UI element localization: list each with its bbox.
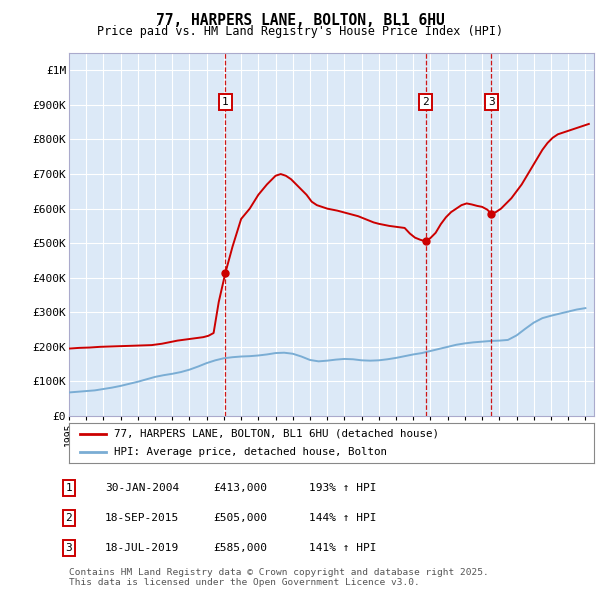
Text: 2: 2	[65, 513, 73, 523]
Text: £585,000: £585,000	[213, 543, 267, 553]
Text: 193% ↑ HPI: 193% ↑ HPI	[309, 483, 377, 493]
Text: Price paid vs. HM Land Registry's House Price Index (HPI): Price paid vs. HM Land Registry's House …	[97, 25, 503, 38]
Text: 77, HARPERS LANE, BOLTON, BL1 6HU (detached house): 77, HARPERS LANE, BOLTON, BL1 6HU (detac…	[113, 429, 439, 439]
Text: 1: 1	[222, 97, 229, 107]
Text: 144% ↑ HPI: 144% ↑ HPI	[309, 513, 377, 523]
Text: 2: 2	[422, 97, 429, 107]
Text: 18-JUL-2019: 18-JUL-2019	[105, 543, 179, 553]
Text: HPI: Average price, detached house, Bolton: HPI: Average price, detached house, Bolt…	[113, 447, 386, 457]
Text: 3: 3	[488, 97, 495, 107]
Text: 1: 1	[65, 483, 73, 493]
Text: Contains HM Land Registry data © Crown copyright and database right 2025.
This d: Contains HM Land Registry data © Crown c…	[69, 568, 489, 587]
Text: 77, HARPERS LANE, BOLTON, BL1 6HU: 77, HARPERS LANE, BOLTON, BL1 6HU	[155, 13, 445, 28]
Text: 30-JAN-2004: 30-JAN-2004	[105, 483, 179, 493]
Text: 141% ↑ HPI: 141% ↑ HPI	[309, 543, 377, 553]
Text: 3: 3	[65, 543, 73, 553]
Text: £413,000: £413,000	[213, 483, 267, 493]
Text: £505,000: £505,000	[213, 513, 267, 523]
Text: 18-SEP-2015: 18-SEP-2015	[105, 513, 179, 523]
